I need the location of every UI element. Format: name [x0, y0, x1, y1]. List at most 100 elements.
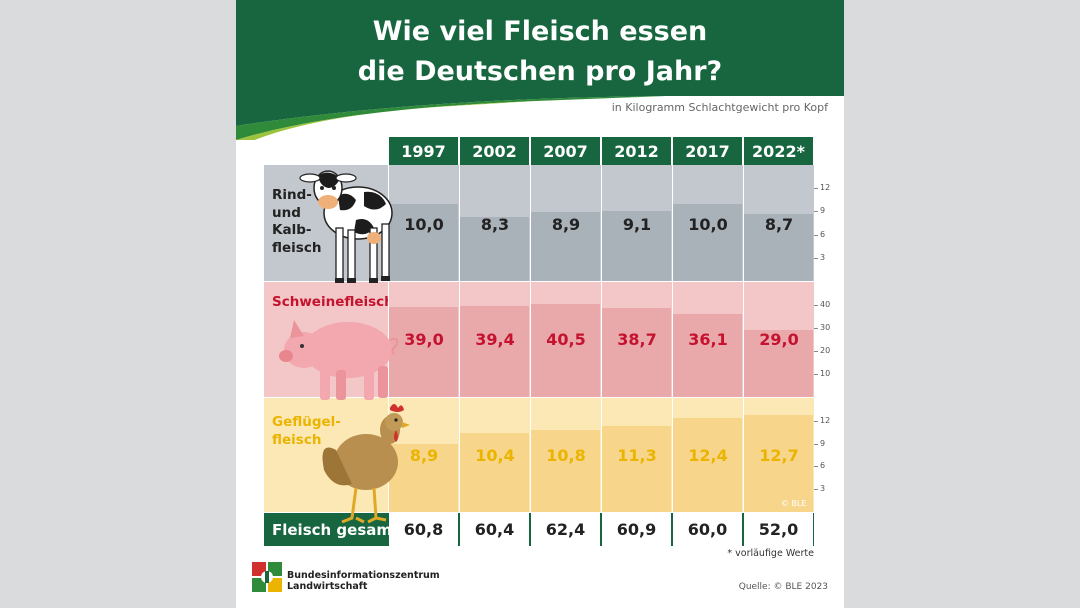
column-divider	[530, 282, 531, 397]
bar-cell	[531, 165, 600, 281]
infographic-card: Wie viel Fleisch essen die Deutschen pro…	[236, 0, 844, 608]
column-divider	[459, 282, 460, 397]
column-divider	[530, 165, 531, 281]
bar	[744, 330, 813, 397]
bar	[460, 306, 529, 397]
column-divider	[743, 282, 744, 397]
axis-tick	[814, 234, 818, 236]
org-name: Bundesinformationszentrum Landwirtschaft	[287, 570, 440, 592]
value-label: 39,0	[404, 330, 444, 349]
org-name-line-1: Bundesinformationszentrum	[287, 570, 440, 581]
total-label: Fleisch gesamt	[272, 521, 400, 539]
org-name-line-2: Landwirtschaft	[287, 581, 368, 592]
column-divider	[459, 398, 460, 512]
year-header: 2002	[460, 137, 529, 165]
bar-cell	[602, 165, 671, 281]
column-divider	[672, 165, 673, 281]
value-label: 29,0	[759, 330, 799, 349]
bar	[673, 417, 742, 512]
axis-tick	[814, 420, 818, 422]
category-label: Schweinefleisch	[272, 294, 394, 312]
year-header: 2017	[673, 137, 742, 165]
value-label: 9,1	[622, 215, 652, 234]
axis-tick-label: 10	[820, 369, 831, 378]
value-label: 11,3	[617, 446, 657, 465]
bar-cell	[673, 398, 742, 512]
category-label-line: Rind-	[272, 187, 312, 203]
value-label: 8,9	[551, 215, 581, 234]
column-divider	[672, 282, 673, 397]
bar	[531, 429, 600, 512]
bar	[744, 415, 813, 512]
bar	[531, 212, 600, 281]
category-label: Rind-und Kalb-fleisch	[272, 187, 321, 257]
bar	[602, 210, 671, 281]
bar	[460, 432, 529, 512]
title-line-1: Wie viel Fleisch essen	[372, 16, 708, 47]
bar-cell	[460, 282, 529, 397]
bar-cell	[460, 165, 529, 281]
axis-tick-label: 40	[820, 300, 831, 309]
column-divider	[672, 398, 673, 512]
axis-tick	[814, 305, 818, 306]
bar	[602, 426, 671, 512]
bar-cell	[389, 398, 458, 512]
value-label: 8,7	[764, 215, 794, 234]
category-label: Geflügel-fleisch	[272, 414, 341, 449]
column-divider	[459, 165, 460, 281]
value-label: 10,0	[404, 215, 444, 234]
bar	[673, 313, 742, 397]
axis-tick	[814, 188, 818, 190]
bar	[673, 203, 742, 281]
watermark: © BLE	[781, 499, 807, 508]
total-value: 60,0	[673, 513, 742, 546]
axis-tick-label: 9	[820, 206, 826, 216]
year-header: 2012	[602, 137, 671, 165]
bar-cell	[389, 282, 458, 397]
bar-cell	[744, 398, 813, 512]
category-label-line: Geflügel-	[272, 414, 341, 430]
page-title: Wie viel Fleisch essen die Deutschen pro…	[236, 12, 844, 92]
year-header: 1997	[389, 137, 458, 165]
axis-tick	[814, 257, 818, 259]
axis-tick	[814, 489, 818, 491]
axis-tick	[814, 351, 818, 352]
column-divider	[743, 165, 744, 281]
bzl-logo-icon	[252, 562, 282, 592]
category-label-line: Schweinefleisch	[272, 294, 394, 310]
bar-cell	[673, 165, 742, 281]
bar	[602, 308, 671, 397]
total-value: 60,9	[602, 513, 671, 546]
value-label: 10,8	[546, 446, 586, 465]
value-label: 38,7	[617, 330, 657, 349]
axis-tick	[814, 466, 818, 468]
category-label-line: und	[272, 204, 301, 221]
axis-tick-label: 12	[820, 183, 831, 193]
axis-tick	[814, 443, 818, 445]
value-label: 8,3	[480, 215, 510, 234]
axis-tick	[814, 328, 818, 329]
category-label-line: fleisch	[272, 239, 322, 256]
category-label-line: fleisch	[272, 431, 322, 448]
bar	[460, 216, 529, 281]
axis-tick-label: 3	[820, 252, 826, 262]
bar-cell	[460, 398, 529, 512]
axis-tick-label: 6	[820, 229, 826, 239]
bar	[389, 307, 458, 397]
axis-tick-label: 6	[820, 461, 826, 471]
value-label: 12,7	[759, 446, 799, 465]
axis-tick-label: 12	[820, 415, 831, 425]
bar-cell	[389, 165, 458, 281]
bar	[744, 213, 813, 281]
source-note: Quelle: © BLE 2023	[738, 582, 828, 592]
bar	[389, 203, 458, 281]
axis-tick-label: 9	[820, 438, 826, 448]
total-value: 60,8	[389, 513, 458, 546]
year-header: 2022*	[744, 137, 813, 165]
value-label: 8,9	[409, 446, 439, 465]
column-divider	[601, 282, 602, 397]
axis-tick-label: 30	[820, 323, 831, 332]
column-divider	[743, 398, 744, 512]
year-header: 2007	[531, 137, 600, 165]
total-value: 62,4	[531, 513, 600, 546]
